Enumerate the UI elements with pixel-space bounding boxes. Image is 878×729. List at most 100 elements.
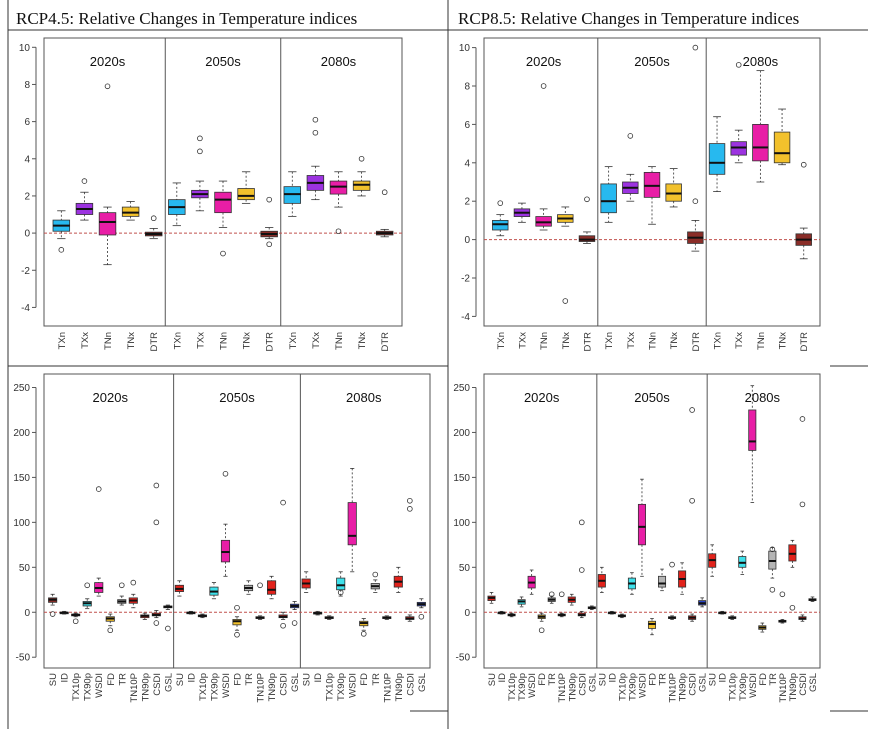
y-tick-label: 0	[24, 229, 30, 240]
x-category-label: ID	[60, 673, 71, 683]
x-category-label: TNx	[561, 332, 572, 350]
x-category-label: TX10p	[507, 673, 518, 701]
y-tick-label: -50	[16, 653, 31, 664]
plot-frame	[483, 37, 821, 327]
x-category-label: DTR	[265, 332, 276, 352]
box-tnn	[214, 191, 232, 214]
x-category-label: TXn	[496, 332, 507, 349]
x-category-label: TX10p	[325, 673, 336, 701]
outlier-point	[234, 604, 240, 611]
x-category-label: TXx	[626, 332, 637, 349]
y-tick-label: 0	[464, 235, 470, 246]
y-tick-label: 250	[453, 383, 470, 394]
y-tick-label: 0	[464, 608, 470, 619]
x-category-label: TX90p	[627, 673, 638, 701]
box-wsdi	[748, 409, 757, 451]
x-category-label: TXn	[604, 332, 615, 349]
x-category-label: TX90p	[738, 673, 749, 701]
outlier-point	[669, 561, 675, 568]
x-category-label: TN10P	[382, 673, 393, 703]
outlier-point	[107, 627, 114, 634]
period-label: 2050s	[634, 54, 670, 69]
outlier-point	[153, 620, 160, 626]
box-wsdi	[347, 502, 357, 546]
box-tnx	[773, 131, 791, 164]
x-category-label: TNn	[103, 332, 114, 350]
outlier-point	[165, 625, 171, 632]
period-label: 2050s	[219, 390, 255, 405]
x-category-label: FD	[233, 673, 244, 686]
y-tick-label: 250	[13, 383, 30, 394]
x-category-label: ID	[718, 673, 729, 683]
box-tnn	[98, 212, 117, 236]
outlier-point	[234, 631, 240, 638]
y-tick-label: -4	[21, 303, 30, 314]
period-label: 2080s	[743, 54, 779, 69]
x-category-label: TXn	[288, 332, 299, 349]
x-category-label: TN90p	[267, 673, 278, 702]
x-category-label: CSDI	[279, 673, 290, 696]
x-category-label: GSL	[290, 673, 301, 692]
box-tr	[658, 575, 667, 588]
y-tick-label: 100	[453, 518, 470, 529]
x-category-label: ID	[313, 673, 324, 683]
x-category-label: TN90p	[394, 673, 405, 702]
outlier-point	[335, 228, 342, 235]
x-category-label: TN10P	[256, 673, 267, 703]
x-category-label: TR	[371, 673, 382, 686]
x-category-label: SU	[487, 673, 498, 686]
outlier-point	[497, 200, 504, 206]
x-category-label: ID	[607, 673, 618, 683]
y-tick-label: 8	[464, 82, 470, 93]
outlier-point	[257, 582, 263, 589]
outlier-point	[627, 133, 634, 139]
x-category-label: TN90p	[140, 673, 151, 702]
outlier-point	[130, 579, 137, 586]
x-category-label: TX90p	[83, 673, 94, 701]
x-category-label: TNx	[126, 332, 137, 350]
x-category-label: ID	[186, 673, 197, 683]
period-label: 2020s	[524, 390, 560, 405]
x-category-label: WSDI	[348, 673, 359, 698]
x-category-label: TN10P	[557, 673, 568, 703]
x-category-label: GSL	[163, 673, 174, 692]
x-category-label: SU	[302, 673, 313, 686]
outlier-point	[266, 241, 272, 248]
x-category-label: TR	[547, 673, 558, 686]
outlier-point	[381, 189, 388, 196]
x-category-label: TN10P	[778, 673, 789, 703]
outlier-point	[407, 497, 413, 504]
x-category-label: GSL	[808, 673, 819, 692]
x-category-label: TNx	[357, 332, 368, 350]
x-category-label: GSL	[698, 673, 709, 692]
outlier-point	[358, 155, 365, 162]
period-label: 2050s	[205, 54, 241, 69]
x-category-label: TNn	[219, 332, 230, 350]
x-category-label: TN90p	[788, 673, 799, 702]
outlier-point	[548, 591, 555, 598]
y-tick-label: 2	[464, 197, 470, 208]
x-category-label: TXx	[311, 332, 322, 349]
x-category-label: TNn	[648, 332, 659, 350]
outlier-point	[540, 83, 547, 89]
plot-frame	[43, 37, 403, 327]
y-tick-label: 0	[24, 608, 30, 619]
x-category-label: TNn	[539, 332, 550, 350]
x-category-label: TX90p	[209, 673, 220, 701]
y-tick-label: 100	[13, 518, 30, 529]
x-category-label: TNn	[334, 332, 345, 350]
x-category-label: GSL	[587, 673, 598, 692]
box-tx90p	[336, 577, 346, 591]
period-label: 2050s	[634, 390, 670, 405]
period-label: 2020s	[90, 54, 126, 69]
x-category-label: TX90p	[517, 673, 528, 701]
period-label: 2080s	[321, 54, 357, 69]
x-category-label: FD	[106, 673, 117, 686]
y-tick-label: -2	[21, 266, 30, 277]
y-tick-label: 200	[13, 428, 30, 439]
x-category-label: CSDI	[577, 673, 588, 696]
outlier-point	[104, 83, 111, 90]
